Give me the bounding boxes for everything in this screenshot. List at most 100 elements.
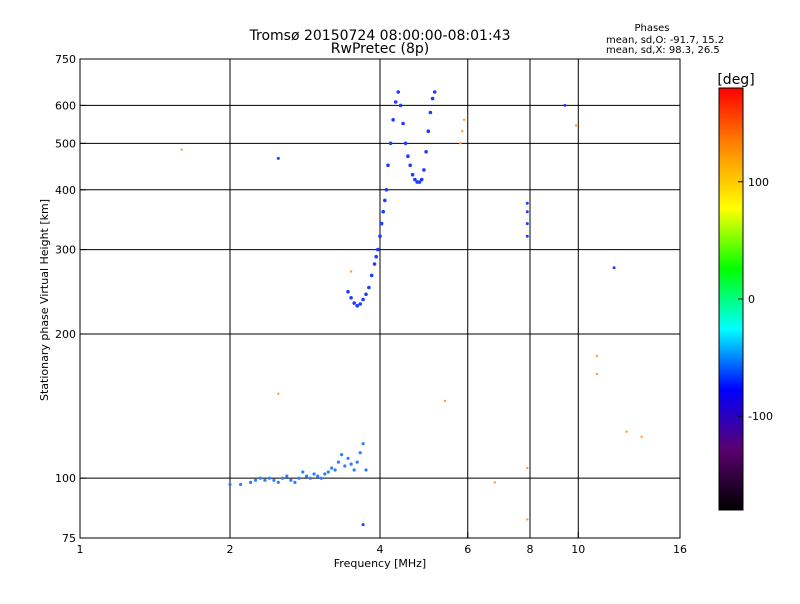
o-mode-point [285,474,289,478]
x-mode-point [526,466,529,470]
o-mode-point [352,301,357,305]
x-tick-label: 1 [77,543,84,556]
x-tick-label: 10 [571,543,585,556]
colorbar-unit-label: [deg] [717,72,754,88]
o-mode-point [305,474,309,478]
o-mode-point [289,478,293,482]
chart-title: Tromsø 20150724 08:00:00-08:01:43 [249,28,511,44]
x-mode-point [595,372,599,376]
colorbar-tick-label: 0 [748,293,755,306]
o-mode-point [312,472,316,476]
x-mode-point [461,130,464,133]
o-mode-point [343,464,347,468]
chart-subtitle: RwPretec (8p) [331,41,429,57]
x-mode-point [180,148,183,151]
o-mode-point [228,482,232,487]
x-mode-point [526,518,529,521]
phase-stats-x-mode: mean, sd,X: 98.3, 26.5 [606,45,720,56]
y-axis-label: Stationary phase Virtual Height [km] [38,199,51,401]
o-mode-point [391,118,395,122]
o-mode-point [361,523,365,527]
x-tick-label: 8 [527,543,534,556]
y-tick-label: 400 [55,184,76,197]
o-mode-point [355,460,359,464]
x-tick-label: 2 [227,543,234,556]
o-mode-point [525,234,529,238]
o-mode-point [376,247,380,252]
y-tick-label: 600 [55,99,76,112]
y-tick-label: 750 [55,53,76,66]
o-mode-point [346,456,350,460]
o-mode-point [267,476,272,480]
o-mode-point [239,482,243,487]
o-mode-point [319,476,323,480]
o-mode-point [336,460,340,464]
colorbar-tick-label: 100 [748,176,769,189]
o-mode-point [367,285,371,290]
o-mode-point [301,470,305,474]
o-mode-point [525,201,529,205]
x-mode-point [595,354,599,358]
o-mode-point [346,289,350,294]
o-mode-point [381,209,386,214]
o-mode-point [525,210,529,214]
o-mode-point [263,478,267,482]
o-mode-point [355,304,360,308]
x-mode-point [443,399,447,403]
o-mode-point [352,468,356,472]
x-axis-label: Frequency [MHz] [334,557,426,570]
o-mode-point [430,96,435,101]
y-tick-label: 300 [55,244,76,257]
o-mode-point [308,476,312,480]
o-mode-point [383,198,387,203]
o-mode-point [432,90,437,94]
x-tick-label: 6 [464,543,471,556]
o-mode-point [330,466,334,470]
o-mode-point [403,141,408,146]
y-tick-label: 100 [55,472,76,485]
o-mode-point [276,156,280,160]
o-mode-point [388,141,393,146]
o-mode-point [358,302,363,306]
y-tick-label: 75 [62,532,76,545]
y-tick-label: 200 [55,328,76,341]
y-axis-ticks: 75 100 200 300 400 500 600 750 [55,53,86,545]
o-mode-point [349,296,353,300]
o-mode-point [384,188,389,192]
x-tick-label: 4 [377,543,384,556]
o-mode-point [406,154,410,158]
phase-stats-heading: Phases [634,23,669,34]
o-mode-point [272,478,276,482]
x-axis-ticks: 1 2 4 6 8 10 16 [77,532,687,556]
o-mode-point [361,442,365,446]
o-mode-point [358,451,362,455]
o-mode-point [393,100,398,104]
phase-stats-o-mode: mean, sd,O: -91.7, 15.2 [606,35,724,46]
o-mode-point [428,110,433,115]
o-mode-point [525,222,529,226]
o-mode-point [379,221,384,226]
o-mode-point [276,480,280,484]
o-mode-point [419,177,424,182]
plot-grid [80,59,680,538]
o-mode-point [401,121,405,126]
o-mode-point [372,262,377,266]
o-mode-point [378,234,382,238]
x-mode-point [493,481,496,484]
data-points [180,90,643,527]
o-mode-point [424,150,428,154]
o-mode-point [398,103,403,108]
o-mode-point [410,172,415,177]
x-mode-point [349,270,353,273]
x-mode-point [640,435,643,438]
o-mode-point [396,90,401,94]
o-mode-point [408,163,413,168]
o-mode-point [293,480,297,484]
x-mode-point [625,430,628,433]
x-mode-point [574,124,578,127]
x-mode-point [462,118,466,122]
o-mode-point [323,472,327,476]
o-mode-point [316,474,320,478]
x-mode-point [459,142,462,145]
